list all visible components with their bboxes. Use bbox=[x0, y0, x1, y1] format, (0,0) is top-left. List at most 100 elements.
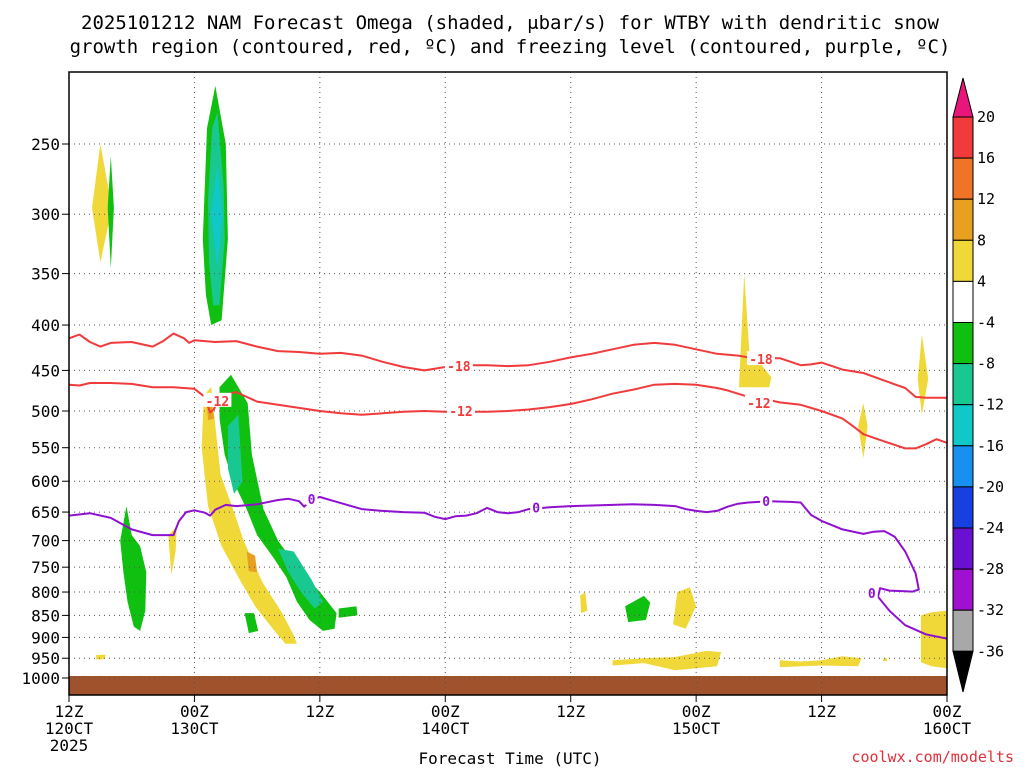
omega-region-down bbox=[168, 526, 177, 575]
colorbar-swatch bbox=[952, 527, 974, 570]
ground-surface bbox=[69, 676, 947, 695]
plot-area bbox=[69, 72, 947, 695]
y-tick-label: 800 bbox=[31, 583, 60, 602]
freezing-level-label-bg bbox=[530, 499, 543, 514]
omega-region-down bbox=[92, 144, 112, 263]
y-tick-label: 950 bbox=[31, 649, 60, 668]
x-axis-label: Forecast Time (UTC) bbox=[418, 749, 601, 768]
colorbar-swatch bbox=[952, 609, 974, 652]
x-tick-label: 160CT bbox=[923, 719, 972, 738]
colorbar-label: -28 bbox=[977, 560, 1004, 578]
colorbar-label: -20 bbox=[977, 478, 1004, 496]
omega-region-down bbox=[580, 592, 588, 614]
x-tick-label: 120CT bbox=[45, 719, 94, 738]
x-tick-label: 140CT bbox=[421, 719, 470, 738]
x-tick-label: 12Z bbox=[305, 702, 334, 721]
omega-region-up bbox=[244, 613, 259, 634]
omega-region-down bbox=[673, 587, 697, 629]
x-tick-label: 12Z bbox=[556, 702, 585, 721]
omega-region-up bbox=[625, 595, 651, 623]
colorbar-label: -12 bbox=[977, 396, 1004, 414]
x-tick-label: 150CT bbox=[672, 719, 721, 738]
y-tick-label: 900 bbox=[31, 628, 60, 647]
omega-region-down bbox=[739, 273, 772, 388]
colorbar-label: 8 bbox=[977, 231, 986, 249]
colorbar-swatch bbox=[952, 116, 974, 159]
colorbar-swatch bbox=[952, 322, 974, 365]
isotherm-label: -12 bbox=[747, 397, 770, 412]
colorbar-swatch bbox=[952, 239, 974, 282]
colorbar-label: -24 bbox=[977, 519, 1004, 537]
chart-title-line2: growth region (contoured, red, ºC) and f… bbox=[70, 36, 951, 58]
omega-region-down bbox=[779, 656, 862, 668]
x-tick-label: 00Z bbox=[933, 702, 962, 721]
isotherm-minus18-line bbox=[69, 332, 947, 399]
colorbar-swatch bbox=[952, 363, 974, 406]
colorbar-label: 12 bbox=[977, 190, 995, 208]
omega-region-down bbox=[858, 403, 868, 459]
x-tick-label: 130CT bbox=[170, 719, 219, 738]
y-tick-label: 550 bbox=[31, 439, 60, 458]
freezing-level-label: 0 bbox=[308, 493, 316, 508]
isotherm-minus12-line bbox=[69, 382, 947, 450]
credit-text: coolwx.com/modelts bbox=[851, 748, 1014, 766]
omega-shading-layer bbox=[92, 85, 947, 671]
x-tick-label: 00Z bbox=[180, 702, 209, 721]
y-tick-label: 350 bbox=[31, 265, 60, 284]
freezing-level-label: 0 bbox=[868, 587, 876, 602]
colorbar-top-triangle bbox=[952, 77, 974, 118]
x-tick-label: 00Z bbox=[682, 702, 711, 721]
colorbar-label: -36 bbox=[977, 642, 1004, 660]
freezing-level-label-bg bbox=[865, 585, 878, 600]
omega-region-down bbox=[883, 657, 888, 662]
y-tick-label: 650 bbox=[31, 503, 60, 522]
colorbar-label: 20 bbox=[977, 108, 995, 126]
isotherm-label: -18 bbox=[447, 360, 471, 375]
y-tick-label: 850 bbox=[31, 606, 60, 625]
omega-region-up bbox=[211, 166, 223, 269]
omega-region-down bbox=[96, 654, 106, 660]
x-tick-label: 12Z bbox=[807, 702, 836, 721]
colorbar-swatch bbox=[952, 280, 974, 323]
omega-region-up bbox=[227, 414, 243, 494]
colorbar-swatch bbox=[952, 404, 974, 447]
omega-region-up bbox=[107, 156, 114, 269]
colorbar-swatch bbox=[952, 568, 974, 611]
omega-region-up bbox=[120, 506, 147, 631]
freezing-level-label: 0 bbox=[532, 501, 540, 516]
pressure-axis: 250 300 350 400 450 500 550 600 650 700 750 800 850 9… bbox=[21, 135, 69, 688]
contour-lines bbox=[69, 332, 947, 640]
colorbar: 20 16 12 8 4 -4 -8 -12 -16 -20 -24 -28 -32 -36 bbox=[952, 77, 1004, 693]
omega-region-up bbox=[338, 606, 358, 618]
omega-region-up bbox=[278, 548, 323, 609]
isotherm-label-bg bbox=[744, 395, 773, 410]
colorbar-swatch bbox=[952, 445, 974, 488]
freezing-level-line bbox=[69, 496, 947, 640]
x-tick-label: 2025 bbox=[50, 736, 89, 755]
omega-region-down bbox=[920, 610, 947, 669]
colorbar-label: -4 bbox=[977, 314, 995, 332]
colorbar-swatch bbox=[952, 486, 974, 529]
colorbar-swatch bbox=[952, 198, 974, 241]
isotherm-label: -18 bbox=[749, 353, 773, 368]
x-tick-label: 00Z bbox=[431, 702, 460, 721]
y-tick-label: 700 bbox=[31, 532, 60, 551]
y-tick-label: 300 bbox=[31, 205, 60, 224]
y-tick-label: 250 bbox=[31, 135, 60, 154]
y-tick-label: 750 bbox=[31, 558, 60, 577]
colorbar-label: -8 bbox=[977, 355, 995, 373]
isotherm-label: -12 bbox=[449, 405, 472, 420]
colorbar-label: -16 bbox=[977, 437, 1004, 455]
omega-region-down bbox=[917, 334, 929, 415]
colorbar-label: 16 bbox=[977, 149, 995, 167]
y-tick-label: 400 bbox=[31, 316, 60, 335]
colorbar-swatch bbox=[952, 157, 974, 200]
omega-region-up bbox=[219, 374, 337, 631]
chart-title-line1: 2025101212 NAM Forecast Omega (shaded, μ… bbox=[81, 12, 939, 34]
isotherm-label-bg bbox=[444, 358, 473, 373]
y-tick-label: 1000 bbox=[21, 669, 60, 688]
freezing-level-label: 0 bbox=[762, 495, 770, 510]
contour-labels: -12 -12 -12 -18 -18 0 0 0 0 bbox=[203, 351, 878, 602]
